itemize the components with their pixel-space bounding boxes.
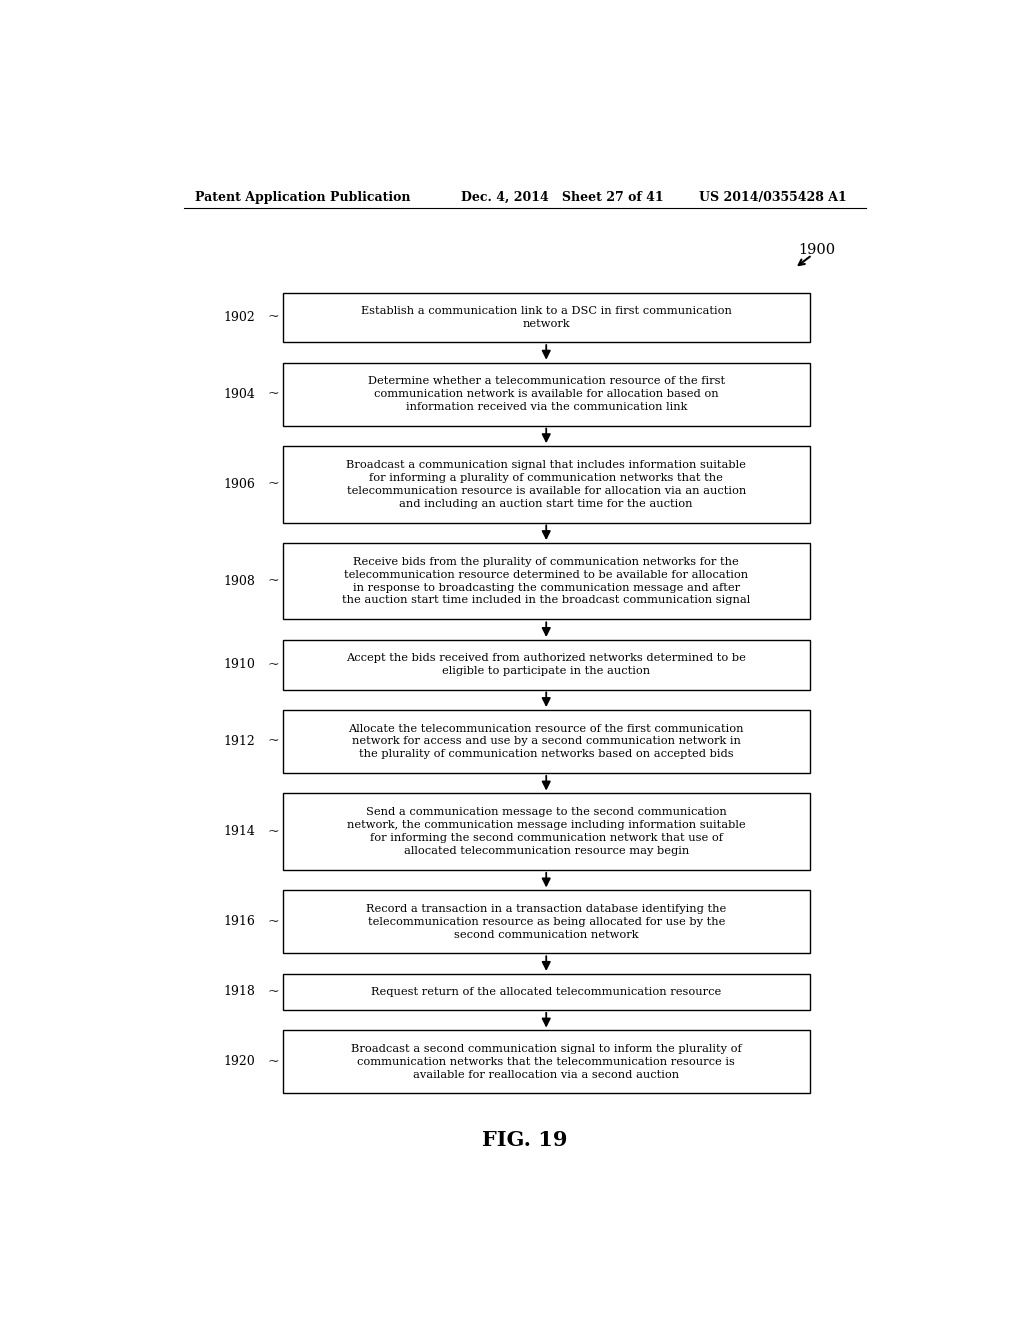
Text: US 2014/0355428 A1: US 2014/0355428 A1 [699, 190, 847, 203]
Text: 1906: 1906 [223, 478, 255, 491]
Bar [283, 974, 811, 1010]
Text: Request return of the allocated telecommunication resource: Request return of the allocated telecomm… [371, 987, 721, 997]
Text: Allocate the telecommunication resource of the first communication
network for a: Allocate the telecommunication resource … [348, 723, 744, 759]
Text: Determine whether a telecommunication resource of the first
communication networ: Determine whether a telecommunication re… [368, 376, 725, 412]
Bar [283, 446, 811, 523]
Text: ~: ~ [267, 985, 280, 999]
Text: 1918: 1918 [223, 986, 255, 998]
Text: ~: ~ [267, 310, 280, 325]
Text: 1908: 1908 [223, 574, 255, 587]
Text: Patent Application Publication: Patent Application Publication [196, 190, 411, 203]
Text: ~: ~ [267, 915, 280, 929]
Text: Broadcast a second communication signal to inform the plurality of
communication: Broadcast a second communication signal … [351, 1044, 741, 1080]
Text: Send a communication message to the second communication
network, the communicat: Send a communication message to the seco… [347, 808, 745, 855]
Bar [283, 640, 811, 689]
Bar [283, 543, 811, 619]
Text: Broadcast a communication signal that includes information suitable
for informin: Broadcast a communication signal that in… [346, 461, 746, 508]
Text: 1916: 1916 [223, 915, 255, 928]
Bar [283, 891, 811, 953]
Bar [283, 793, 811, 870]
Text: Establish a communication link to a DSC in first communication
network: Establish a communication link to a DSC … [360, 306, 732, 329]
Text: Receive bids from the plurality of communication networks for the
telecommunicat: Receive bids from the plurality of commu… [342, 557, 751, 606]
Text: 1900: 1900 [799, 243, 836, 257]
Text: Record a transaction in a transaction database identifying the
telecommunication: Record a transaction in a transaction da… [367, 904, 726, 940]
Text: ~: ~ [267, 657, 280, 672]
Text: 1914: 1914 [223, 825, 255, 838]
Text: ~: ~ [267, 825, 280, 838]
Text: Dec. 4, 2014   Sheet 27 of 41: Dec. 4, 2014 Sheet 27 of 41 [461, 190, 664, 203]
Text: 1920: 1920 [223, 1056, 255, 1068]
Bar [283, 710, 811, 774]
Bar [283, 1031, 811, 1093]
Text: 1910: 1910 [223, 659, 255, 671]
Text: 1904: 1904 [223, 388, 255, 401]
Text: 1902: 1902 [223, 310, 255, 323]
Text: ~: ~ [267, 734, 280, 748]
Bar [283, 293, 811, 342]
Bar [283, 363, 811, 425]
Text: Accept the bids received from authorized networks determined to be
eligible to p: Accept the bids received from authorized… [346, 653, 746, 676]
Text: ~: ~ [267, 574, 280, 589]
Text: ~: ~ [267, 387, 280, 401]
Text: FIG. 19: FIG. 19 [482, 1130, 567, 1150]
Text: ~: ~ [267, 1055, 280, 1069]
Text: 1912: 1912 [223, 735, 255, 748]
Text: ~: ~ [267, 478, 280, 491]
